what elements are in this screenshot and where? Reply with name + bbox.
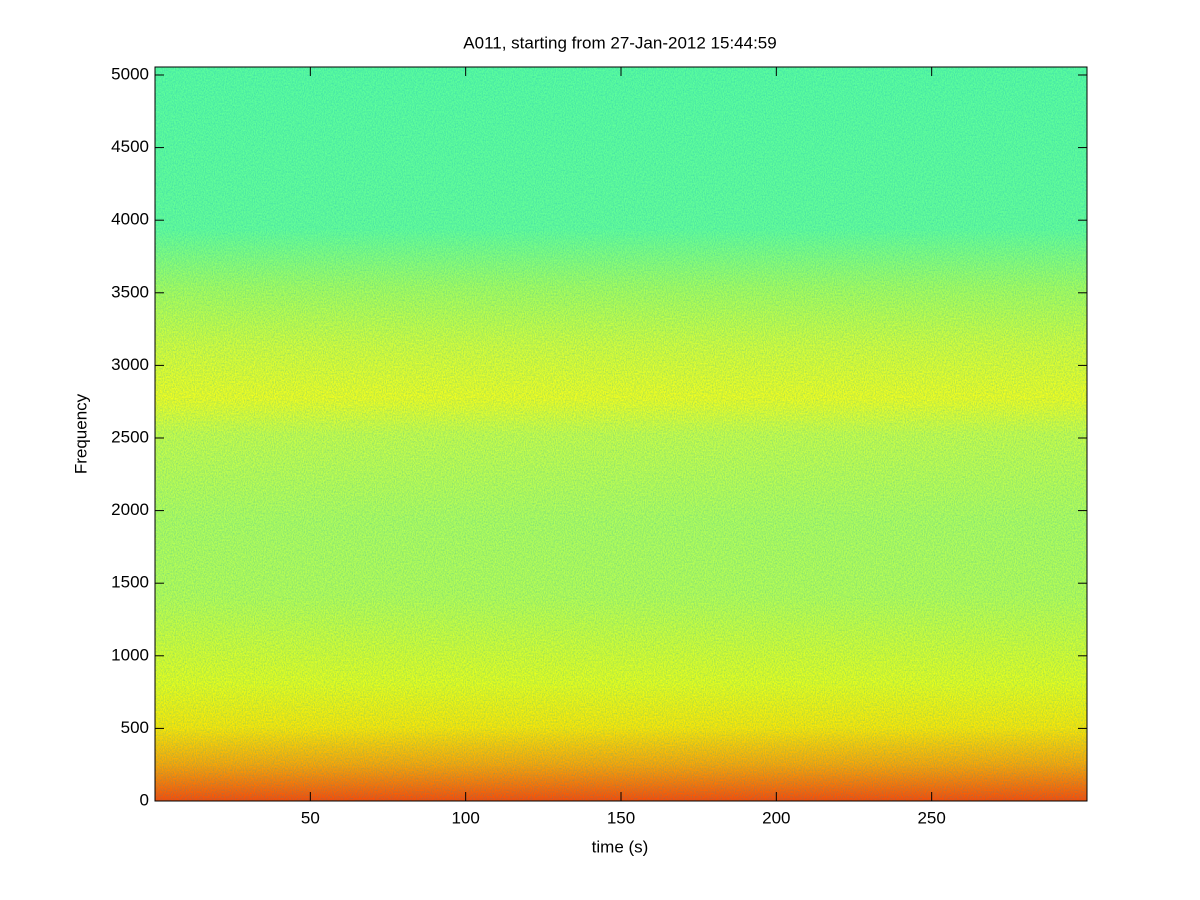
x-axis-label: time (s) [592, 837, 649, 856]
y-tick-label: 3000 [111, 355, 149, 374]
y-tick-label: 4500 [111, 137, 149, 156]
y-tick-label: 5000 [111, 64, 149, 83]
y-axis-label: Frequency [71, 393, 90, 474]
y-tick-label: 2500 [111, 427, 149, 446]
spectrogram-texture [155, 67, 1087, 801]
x-tick-label: 100 [451, 808, 479, 827]
y-tick-label: 1500 [111, 573, 149, 592]
x-tick-label: 50 [301, 808, 320, 827]
y-tick-label: 3500 [111, 282, 149, 301]
x-tick-label: 150 [607, 808, 635, 827]
x-tick-label: 250 [917, 808, 945, 827]
y-tick-label: 0 [140, 790, 149, 809]
y-tick-label: 2000 [111, 500, 149, 519]
chart-title: A011, starting from 27-Jan-2012 15:44:59 [463, 33, 776, 52]
x-tick-label: 200 [762, 808, 790, 827]
y-tick-label: 4000 [111, 210, 149, 229]
plot-area [154, 66, 1088, 802]
y-tick-label: 500 [121, 718, 149, 737]
y-tick-label: 1000 [111, 645, 149, 664]
